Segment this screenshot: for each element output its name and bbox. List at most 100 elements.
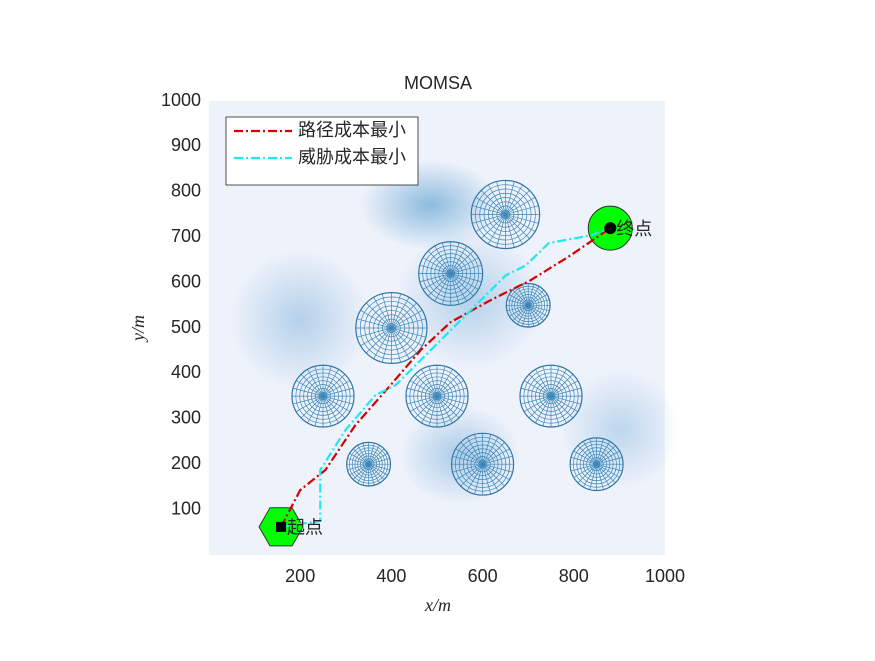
mesh-spoke (436, 395, 460, 419)
mesh-spoke (528, 294, 548, 306)
mesh-spoke (523, 380, 552, 397)
mesh-spoke (505, 214, 539, 224)
mesh-spoke (322, 396, 332, 427)
mesh-spoke (505, 197, 536, 215)
mesh-spoke (436, 396, 446, 427)
mesh-spoke (455, 463, 483, 480)
mesh-spoke (505, 214, 515, 248)
mesh-spoke (573, 450, 597, 465)
mesh-spoke (442, 242, 452, 274)
mesh-spoke (596, 450, 620, 465)
mesh-spoke (573, 463, 597, 478)
obstacle (569, 437, 624, 492)
mesh-spoke (368, 453, 388, 465)
obstacle-outline (470, 179, 541, 250)
mesh-spoke (322, 374, 346, 397)
y-axis-label: y/m (128, 315, 148, 343)
mesh-spoke (422, 273, 451, 290)
mesh-spoke (596, 463, 623, 472)
mesh-spoke (482, 434, 491, 465)
mesh-spoke (368, 464, 380, 484)
mesh-spoke (596, 463, 616, 484)
mesh-spoke (527, 286, 540, 306)
mesh-spoke (434, 245, 451, 274)
mesh-spoke (487, 184, 506, 215)
obstacle-outline (346, 441, 392, 487)
obstacle-outline (291, 364, 355, 428)
mesh-spoke (596, 438, 604, 465)
mesh-spoke (436, 369, 453, 397)
mesh-spoke (589, 438, 597, 465)
mesh-spoke (442, 273, 452, 305)
mesh-spoke (419, 264, 451, 274)
mesh-spoke (570, 463, 597, 472)
mesh-spoke (527, 305, 540, 325)
mesh-spoke (322, 395, 354, 405)
mesh-spoke (368, 463, 385, 480)
mesh-spoke (474, 434, 483, 465)
mesh-spoke (505, 214, 523, 245)
mesh-spoke (360, 309, 392, 329)
mesh-spoke (300, 395, 324, 419)
mesh-spoke (391, 327, 423, 347)
mesh-spoke (550, 380, 579, 397)
y-tick-label: 700 (171, 226, 201, 246)
route-line (280, 227, 611, 528)
obstacle (405, 364, 469, 428)
mesh-spoke (509, 294, 529, 306)
mesh-spoke (450, 273, 474, 297)
mesh-spoke (322, 387, 354, 397)
mesh-spoke (436, 395, 468, 405)
end-point-dot (604, 222, 617, 235)
mesh-spoke (409, 380, 438, 397)
mesh-spoke (391, 297, 410, 329)
mesh-spoke (450, 250, 474, 274)
mesh-spoke (460, 442, 483, 465)
x-tick-label: 200 (285, 566, 315, 586)
mesh-spoke (450, 273, 460, 305)
mesh-spoke (520, 387, 552, 397)
mesh-spoke (452, 455, 483, 465)
obstacle-outline (355, 291, 428, 365)
mesh-spoke (550, 366, 560, 397)
obstacle (519, 364, 583, 428)
y-tick-label: 100 (171, 498, 201, 518)
legend-box (225, 116, 419, 186)
mesh-spoke (528, 374, 552, 397)
mesh-spoke (436, 395, 453, 424)
mesh-spoke (550, 395, 567, 424)
mesh-spoke (450, 257, 479, 274)
mesh-spoke (436, 380, 465, 397)
start-label: 起点 (287, 518, 323, 538)
mesh-spoke (512, 289, 529, 306)
mesh-spoke (527, 305, 544, 321)
mesh-spoke (535, 395, 552, 424)
mesh-spoke (362, 443, 369, 465)
mesh-spoke (368, 464, 375, 486)
mesh-spoke (409, 395, 438, 412)
mesh-spoke (589, 464, 597, 490)
mesh-spoke (391, 327, 401, 363)
mesh-spoke (322, 366, 332, 397)
y-tick-label: 1000 (161, 90, 201, 110)
mesh-spoke (505, 214, 530, 239)
mesh-spoke (583, 464, 597, 488)
mesh-spoke (450, 264, 482, 274)
mesh-spoke (414, 395, 438, 419)
mesh-spoke (421, 369, 438, 397)
mesh-spoke (535, 369, 552, 397)
mesh-spoke (419, 273, 451, 283)
mesh-spoke (505, 205, 539, 215)
mesh-spoke (300, 374, 324, 397)
obstacle-outline (418, 241, 484, 306)
y-tick-label: 600 (171, 271, 201, 291)
mesh-spoke (496, 214, 506, 248)
mesh-spoke (596, 457, 623, 465)
mesh-spoke (391, 327, 417, 354)
mesh-spoke (357, 445, 369, 465)
y-tick-label: 200 (171, 453, 201, 473)
mesh-spoke (474, 464, 483, 495)
mesh-spoke (422, 257, 451, 274)
mesh-spoke (528, 299, 550, 306)
